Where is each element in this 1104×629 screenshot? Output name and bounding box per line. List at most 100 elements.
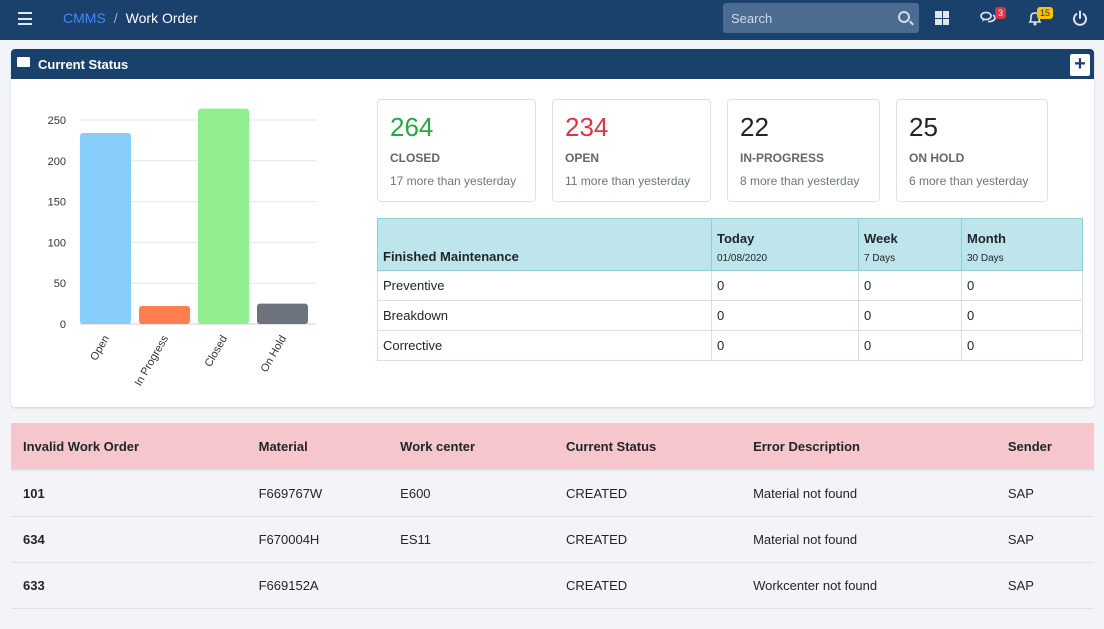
- card-title: Current Status: [38, 57, 129, 72]
- table-cell: Material not found: [741, 470, 996, 517]
- card-header: Current Status +: [11, 49, 1094, 79]
- top-bar: CMMS / Work Order Search 3 15: [0, 0, 1104, 40]
- invalid-work-order-table: Invalid Work Order Material Work center Cur…: [11, 423, 1094, 609]
- column-sublabel: 01/08/2020: [717, 253, 768, 264]
- table-cell: SAP: [995, 562, 1094, 609]
- table-row[interactable]: 101 F669767W E600 CREATED Material not found…: [11, 470, 1094, 517]
- table-cell: F669767W: [246, 470, 389, 517]
- table-row: Corrective 0 0 0: [377, 330, 1083, 361]
- stat-value: 22: [740, 112, 769, 142]
- stat-card: 22 IN-PROGRESS 8 more than yesterday: [727, 99, 880, 202]
- column-header: Finished Maintenance: [377, 218, 712, 271]
- stat-label: OPEN: [565, 151, 600, 165]
- table-row: Preventive 0 0 0: [377, 270, 1083, 301]
- table-cell: 101: [11, 470, 247, 517]
- bar-on-hold[interactable]: [257, 303, 308, 324]
- stat-value: 25: [909, 112, 938, 142]
- stat-label: IN-PROGRESS: [740, 151, 825, 165]
- finished-maintenance-table: Finished Maintenance Today 01/08/2020 Wee…: [377, 218, 1083, 361]
- table-cell: CREATED: [554, 470, 742, 517]
- breadcrumb: CMMS / Work Order: [63, 10, 198, 26]
- search-placeholder: Search: [731, 11, 773, 26]
- column-header: Material: [246, 423, 389, 471]
- table-cell: 0: [961, 330, 1083, 361]
- column-header-today: Today 01/08/2020: [711, 218, 859, 271]
- stat-delta: 17 more than yesterday: [390, 174, 517, 188]
- table-cell: SAP: [995, 516, 1094, 563]
- x-tick-label: In Progress: [133, 333, 172, 388]
- table-cell: SAP: [995, 470, 1094, 517]
- stat-value: 234: [565, 112, 609, 142]
- bar-open[interactable]: [80, 133, 131, 324]
- bell-icon[interactable]: [1028, 11, 1042, 26]
- column-header: Sender: [995, 423, 1094, 471]
- table-cell: 634: [11, 516, 247, 563]
- stat-value: 264: [390, 112, 434, 142]
- table-cell: CREATED: [554, 562, 742, 609]
- stat-label: ON HOLD: [909, 151, 965, 165]
- table-cell: Workcenter not found: [741, 562, 996, 609]
- table-row: Breakdown 0 0 0: [377, 300, 1083, 331]
- table-cell: Preventive: [377, 270, 712, 301]
- column-header-week: Week 7 Days: [858, 218, 962, 271]
- table-row[interactable]: 634 F670004H ES11 CREATED Material not found…: [11, 516, 1094, 563]
- table-cell: F669152A: [246, 562, 389, 609]
- table-cell: 0: [961, 270, 1083, 301]
- bar-in-progress[interactable]: [139, 306, 190, 324]
- table-cell: [388, 562, 554, 609]
- stat-card: 264 CLOSED 17 more than yesterday: [377, 99, 536, 202]
- column-sublabel: 7 Days: [864, 253, 896, 264]
- table-cell: F670004H: [246, 516, 389, 563]
- column-header: Error Description: [741, 423, 996, 471]
- column-sublabel: 30 Days: [967, 253, 1004, 264]
- table-cell: 0: [961, 300, 1083, 331]
- table-row[interactable]: 633 F669152A CREATED Workcenter not found SA…: [11, 562, 1094, 609]
- menu-icon[interactable]: [18, 12, 32, 25]
- table-cell: 0: [711, 330, 859, 361]
- stat-delta: 8 more than yesterday: [740, 174, 860, 188]
- table-cell: Corrective: [377, 330, 712, 361]
- column-label: Week: [864, 231, 898, 246]
- table-cell: E600: [388, 470, 554, 517]
- column-header: Current Status: [554, 423, 742, 471]
- search-icon[interactable]: [898, 11, 910, 23]
- y-tick-label: 200: [48, 156, 66, 168]
- table-cell: 0: [858, 270, 962, 301]
- column-header: Invalid Work Order: [11, 423, 247, 471]
- x-tick-label: Closed: [203, 334, 231, 370]
- power-icon[interactable]: [1072, 10, 1088, 26]
- table-cell: 0: [858, 330, 962, 361]
- breadcrumb-separator: /: [113, 10, 118, 26]
- table-cell: 0: [711, 270, 859, 301]
- column-label: Month: [967, 231, 1006, 246]
- y-tick-label: 250: [48, 115, 66, 127]
- stat-delta: 6 more than yesterday: [909, 174, 1029, 188]
- y-tick-label: 150: [48, 197, 66, 209]
- stat-card: 25 ON HOLD 6 more than yesterday: [896, 99, 1048, 202]
- stat-card: 234 OPEN 11 more than yesterday: [552, 99, 711, 202]
- table-cell: 0: [858, 300, 962, 331]
- search-input[interactable]: Search: [723, 3, 919, 33]
- messages-icon[interactable]: [980, 11, 996, 25]
- bar-closed[interactable]: [198, 108, 249, 325]
- x-tick-label: Open: [88, 334, 112, 363]
- status-bar-chart: 0 50 100 150 200 250 Open In Progress Closed On H…: [48, 108, 316, 388]
- table-cell: CREATED: [554, 516, 742, 563]
- breadcrumb-home-link[interactable]: CMMS: [63, 10, 106, 26]
- stat-delta: 11 more than yesterday: [565, 174, 691, 188]
- y-tick-label: 100: [48, 237, 66, 249]
- notifications-badge: 15: [1037, 7, 1054, 19]
- breadcrumb-current: Work Order: [125, 10, 198, 26]
- apps-grid-icon[interactable]: [935, 11, 949, 25]
- table-cell: 633: [11, 562, 247, 609]
- stat-label: CLOSED: [390, 151, 441, 165]
- table-cell: 0: [711, 300, 859, 331]
- table-cell: ES11: [388, 516, 554, 563]
- column-header: Work center: [388, 423, 554, 471]
- messages-badge: 3: [995, 7, 1007, 19]
- add-button[interactable]: +: [1070, 54, 1090, 76]
- table-cell: Material not found: [741, 516, 996, 563]
- column-header-month: Month 30 Days: [961, 218, 1083, 271]
- y-tick-label: 50: [54, 278, 66, 290]
- y-tick-label: 0: [60, 319, 66, 331]
